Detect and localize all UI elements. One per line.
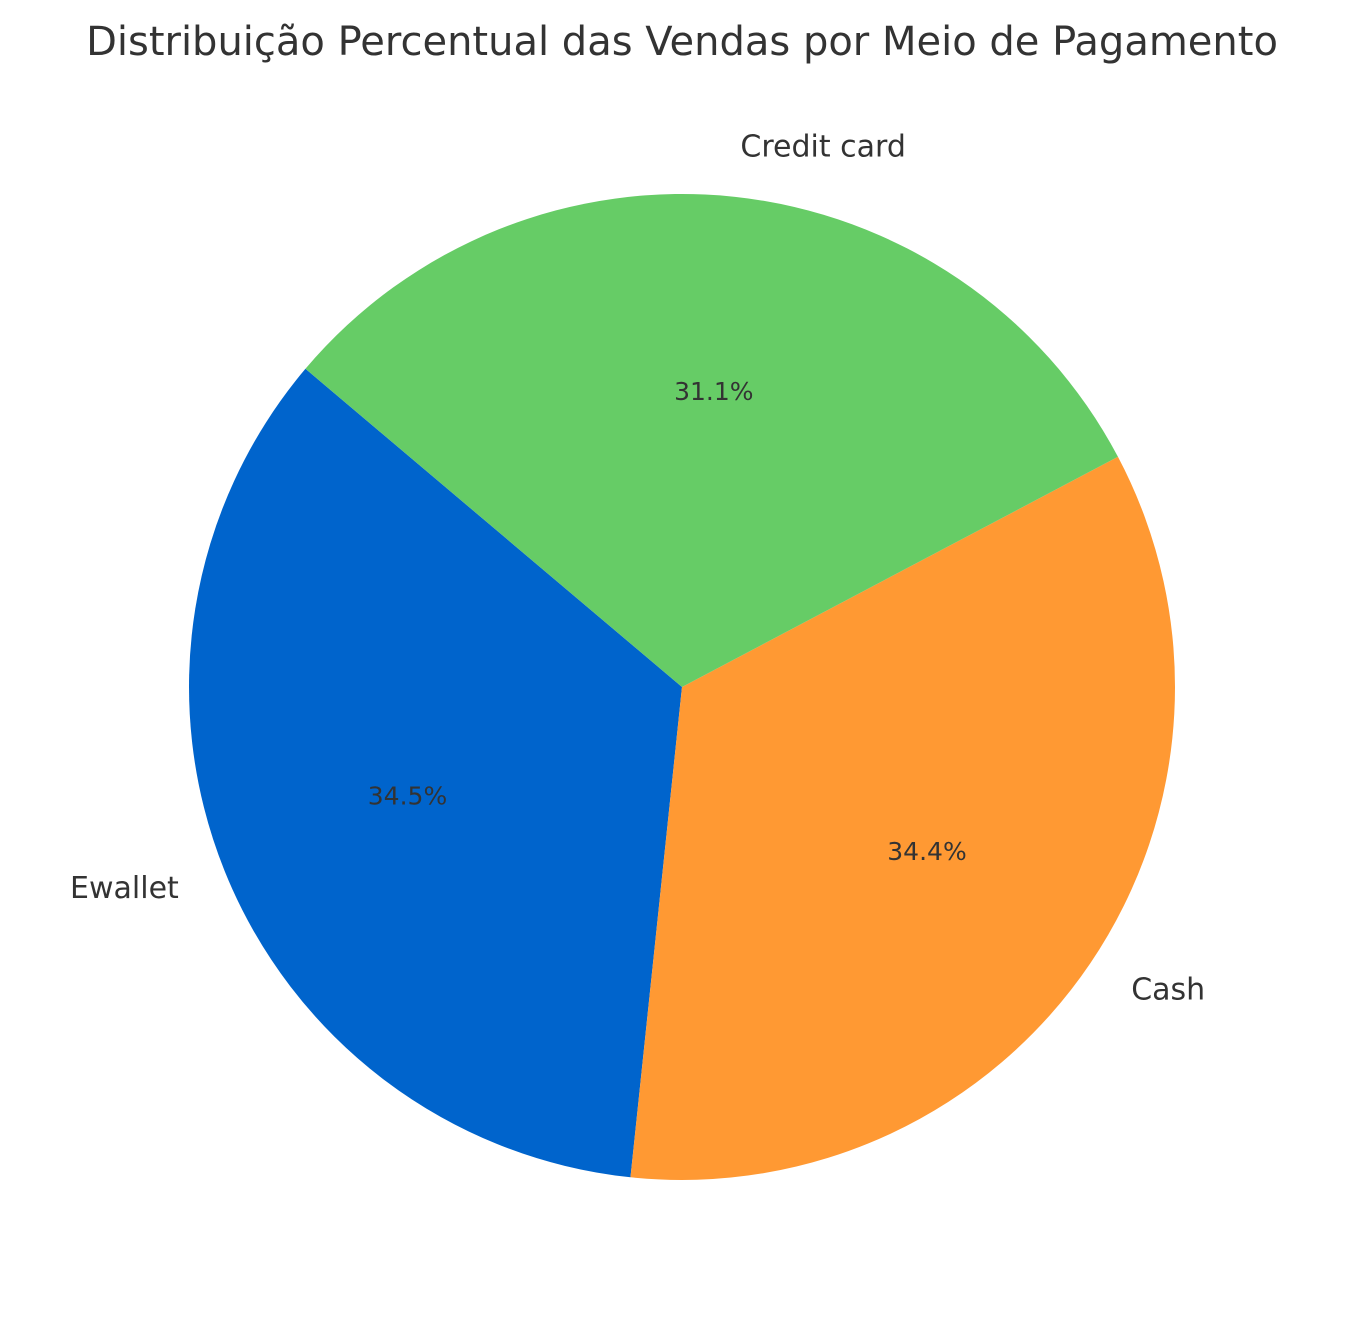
slice-percent-label: 31.1% [674, 377, 753, 406]
slice-label: Ewallet [70, 871, 179, 906]
pie-labels: Ewallet 34.5% Cash 34.4% Credit card 31.1% [70, 129, 1205, 1007]
slice-label: Cash [1131, 972, 1205, 1007]
slice-percent-label: 34.5% [368, 781, 447, 810]
pie-slice-cash [630, 456, 1176, 1181]
slice-percent-label: 34.4% [887, 837, 966, 866]
pie-slice-ewallet [189, 368, 683, 1178]
pie-slices [189, 194, 1176, 1181]
chart-title: Distribuição Percentual das Vendas por M… [86, 19, 1278, 65]
pie-slice-credit-card [305, 194, 1118, 688]
slice-label: Credit card [740, 129, 905, 164]
